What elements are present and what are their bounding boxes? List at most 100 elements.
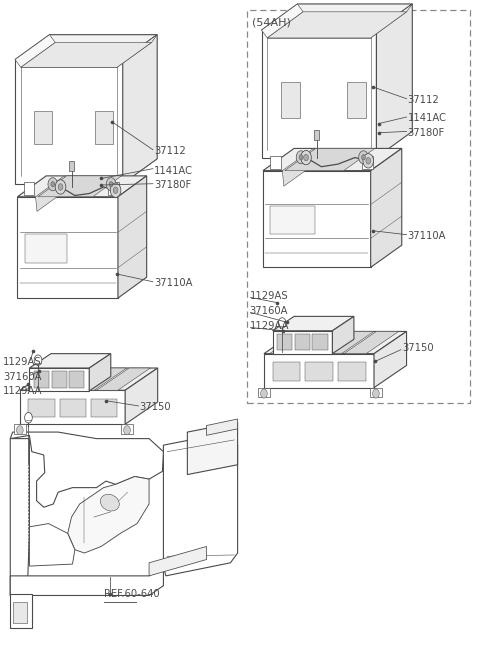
Circle shape [366, 158, 371, 164]
Polygon shape [206, 419, 238, 436]
Polygon shape [344, 331, 399, 354]
Polygon shape [262, 30, 376, 158]
Bar [60, 399, 86, 417]
Polygon shape [96, 368, 150, 390]
Polygon shape [123, 35, 157, 183]
Circle shape [110, 183, 121, 197]
Circle shape [16, 426, 23, 435]
Polygon shape [21, 43, 152, 67]
Bar [24, 182, 34, 195]
Polygon shape [89, 354, 111, 391]
Text: 1141AC: 1141AC [408, 113, 446, 123]
Polygon shape [73, 368, 127, 390]
Polygon shape [267, 12, 407, 38]
Bar [69, 371, 84, 388]
Bar [69, 161, 74, 171]
Polygon shape [68, 477, 149, 553]
Circle shape [48, 178, 58, 191]
Bar [305, 362, 333, 381]
Polygon shape [149, 546, 206, 576]
Bar [295, 334, 310, 350]
Polygon shape [270, 331, 324, 354]
Polygon shape [285, 149, 375, 171]
Polygon shape [49, 368, 103, 390]
Circle shape [359, 151, 368, 164]
Polygon shape [117, 35, 157, 67]
Bar [108, 182, 119, 195]
Circle shape [55, 179, 66, 194]
Bar [362, 157, 372, 170]
Polygon shape [10, 594, 32, 628]
Polygon shape [332, 316, 354, 354]
Text: 1129AA: 1129AA [3, 386, 43, 396]
Text: 37150: 37150 [402, 343, 433, 354]
Text: 37150: 37150 [140, 402, 171, 412]
Bar [28, 399, 55, 417]
Bar [24, 234, 67, 263]
Circle shape [301, 151, 312, 165]
Text: 37180F: 37180F [154, 180, 191, 190]
Polygon shape [319, 331, 374, 354]
Polygon shape [15, 60, 123, 183]
Polygon shape [163, 432, 238, 576]
Polygon shape [29, 354, 111, 368]
Bar [312, 334, 327, 350]
Polygon shape [20, 390, 125, 424]
Bar [270, 206, 315, 234]
Bar [34, 371, 49, 388]
Polygon shape [263, 149, 402, 171]
Polygon shape [20, 368, 157, 390]
Circle shape [113, 187, 118, 193]
Text: 37110A: 37110A [408, 231, 446, 241]
Bar [338, 362, 366, 381]
Bar [370, 388, 382, 397]
Circle shape [363, 154, 373, 168]
Polygon shape [36, 176, 66, 212]
Polygon shape [187, 422, 238, 475]
Polygon shape [376, 4, 412, 158]
Bar [14, 424, 26, 434]
Polygon shape [371, 149, 402, 267]
Polygon shape [282, 149, 315, 186]
Circle shape [34, 355, 42, 365]
Circle shape [58, 183, 63, 190]
Text: REF.60-640: REF.60-640 [104, 589, 159, 599]
Bar [52, 371, 67, 388]
Text: 37112: 37112 [154, 146, 186, 156]
Bar [258, 388, 270, 397]
Circle shape [109, 181, 113, 187]
Circle shape [278, 318, 286, 328]
Text: 1129AA: 1129AA [250, 320, 289, 331]
Circle shape [106, 178, 116, 191]
Circle shape [261, 389, 267, 398]
Polygon shape [374, 331, 407, 388]
Polygon shape [25, 368, 79, 390]
Polygon shape [10, 566, 163, 595]
Polygon shape [38, 176, 121, 196]
Polygon shape [15, 35, 55, 67]
Polygon shape [262, 4, 303, 38]
Polygon shape [17, 196, 118, 298]
Polygon shape [371, 4, 412, 38]
Text: 1129AS: 1129AS [3, 357, 42, 367]
Circle shape [372, 389, 379, 398]
Circle shape [299, 155, 303, 160]
Polygon shape [125, 368, 157, 424]
Bar [95, 111, 113, 145]
Polygon shape [262, 4, 412, 30]
Bar [347, 83, 366, 119]
Polygon shape [264, 354, 374, 388]
Text: 37160A: 37160A [3, 371, 42, 381]
Circle shape [296, 151, 306, 164]
Text: 37160A: 37160A [250, 306, 288, 316]
Polygon shape [264, 331, 407, 354]
Polygon shape [273, 316, 354, 331]
Circle shape [124, 426, 131, 435]
Bar [91, 399, 117, 417]
Polygon shape [29, 368, 89, 391]
Text: 1141AC: 1141AC [154, 166, 193, 176]
Bar [13, 602, 27, 623]
Bar [270, 157, 281, 170]
Circle shape [24, 413, 32, 423]
Bar [121, 424, 133, 434]
